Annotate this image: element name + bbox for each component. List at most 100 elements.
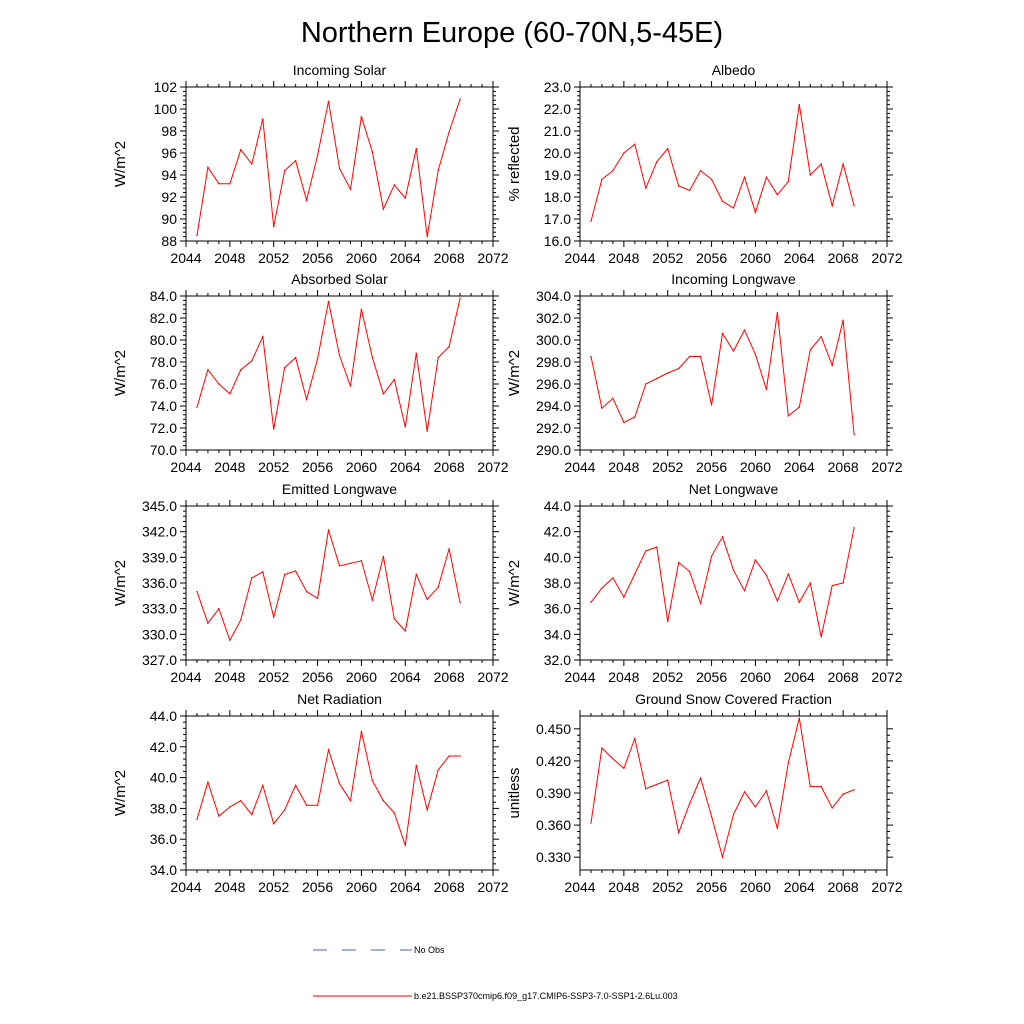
incoming-longwave-data-point	[798, 406, 800, 408]
albedo-data-point	[612, 169, 614, 172]
ground-snow-covered-fraction-data-point	[776, 827, 779, 829]
albedo-data-point	[776, 194, 779, 196]
absorbed-solar-ytick-label: 82.0	[150, 310, 177, 326]
incoming-solar-data-point	[294, 160, 297, 162]
panel-absorbed-solar: 2044 2048 2052 2056 2060 2064 2068 2072 70.0 72.0…	[112, 271, 509, 475]
incoming-solar-ytick-label: 94	[161, 167, 177, 183]
net-radiation-data-point	[448, 755, 450, 757]
ground-snow-covered-fraction-xtick-label: 2044	[564, 879, 595, 895]
incoming-longwave-data-point	[853, 433, 855, 436]
emitted-longwave-data-point	[415, 573, 417, 576]
albedo-series-line	[590, 104, 855, 222]
ground-snow-covered-fraction-xtick-label: 2056	[696, 879, 727, 895]
net-radiation-xtick-label: 2064	[390, 879, 421, 895]
incoming-longwave-data-point	[732, 350, 735, 352]
emitted-longwave-data-point	[382, 555, 385, 558]
albedo-data-point	[688, 189, 691, 192]
net-radiation-series-line	[196, 731, 461, 846]
incoming-solar-data-point	[338, 167, 341, 170]
incoming-longwave-ytick-label: 290.0	[536, 442, 571, 458]
net-radiation-xtick-label: 2056	[302, 879, 333, 895]
albedo-data-point	[710, 178, 713, 181]
absorbed-solar-xtick-label: 2072	[477, 459, 508, 475]
panels: 2044 2048 2052 2056 2060 2064 2068 2072 88 90 92 94…	[112, 62, 903, 895]
incoming-longwave-ylabel: W/m^2	[506, 350, 523, 396]
incoming-longwave-xtick-label: 2060	[740, 459, 771, 475]
emitted-longwave-ylabel: W/m^2	[112, 560, 129, 606]
albedo-ytick-label: 20.0	[544, 145, 571, 161]
incoming-longwave-xtick-label: 2068	[828, 459, 859, 475]
net-radiation-data-point	[349, 800, 352, 802]
incoming-solar-ylabel: W/m^2	[112, 141, 129, 187]
incoming-longwave-data-point	[667, 372, 669, 374]
absorbed-solar-data-point	[349, 385, 352, 387]
net-radiation-frame	[185, 715, 494, 871]
ground-snow-covered-fraction-data-point	[699, 777, 702, 779]
emitted-longwave-xtick-label: 2068	[434, 669, 465, 685]
ground-snow-covered-fraction-xtick-label: 2072	[871, 879, 902, 895]
absorbed-solar-ytick-label: 74.0	[150, 398, 177, 414]
albedo-ytick-label: 19.0	[544, 167, 571, 183]
emitted-longwave-data-point	[459, 601, 461, 604]
absorbed-solar-data-point	[207, 369, 209, 371]
incoming-longwave-frame	[579, 295, 888, 451]
net-longwave-ytick-label: 40.0	[544, 549, 571, 565]
absorbed-solar-data-point	[283, 366, 286, 369]
albedo-xtick-label: 2048	[608, 250, 639, 266]
net-longwave-data-point	[754, 559, 757, 561]
absorbed-solar-data-point	[459, 297, 461, 299]
albedo-xtick-label: 2052	[652, 250, 683, 266]
albedo-data-point	[732, 207, 735, 209]
net-radiation-data-point	[382, 800, 385, 802]
net-radiation-xtick-label: 2072	[477, 879, 508, 895]
ground-snow-covered-fraction-ytick-label: 0.330	[536, 849, 571, 865]
emitted-longwave-ytick-label: 336.0	[142, 575, 177, 591]
incoming-solar-data-point	[229, 183, 231, 185]
net-longwave-title: Net Longwave	[689, 481, 779, 497]
incoming-longwave-xtick-label: 2052	[652, 459, 683, 475]
albedo-data-point	[677, 185, 680, 187]
absorbed-solar-data-point	[382, 393, 385, 395]
net-radiation-data-point	[338, 783, 341, 785]
emitted-longwave-data-point	[316, 597, 319, 600]
absorbed-solar-ylabel: W/m^2	[112, 350, 129, 396]
net-radiation-data-point	[426, 809, 428, 811]
ground-snow-covered-fraction-data-point	[765, 790, 768, 792]
albedo-xtick-label: 2044	[564, 250, 595, 266]
albedo-data-point	[601, 178, 603, 181]
net-longwave-xtick-label: 2048	[608, 669, 639, 685]
incoming-solar-data-point	[448, 131, 450, 133]
incoming-solar-frame	[185, 86, 494, 242]
absorbed-solar-xtick-label: 2056	[302, 459, 333, 475]
albedo-data-point	[623, 152, 625, 154]
net-longwave-data-point	[765, 574, 768, 576]
net-radiation-data-point	[251, 813, 253, 816]
incoming-longwave-data-point	[590, 355, 592, 358]
panel-albedo: 2044 2048 2052 2056 2060 2064 2068 2072 16.0 17.0…	[506, 62, 903, 266]
absorbed-solar-xtick-label: 2064	[390, 459, 421, 475]
net-radiation-ytick-label: 38.0	[150, 800, 177, 816]
incoming-longwave-xtick-label: 2056	[696, 459, 727, 475]
incoming-solar-data-point	[240, 149, 242, 151]
absorbed-solar-title: Absorbed Solar	[291, 271, 388, 287]
albedo-xtick-label: 2072	[871, 250, 902, 266]
incoming-longwave-data-point	[787, 415, 790, 417]
emitted-longwave-data-point	[327, 529, 330, 531]
net-radiation-title: Net Radiation	[297, 691, 382, 707]
net-radiation-ytick-label: 36.0	[150, 831, 177, 847]
incoming-longwave-data-point	[656, 377, 658, 380]
incoming-longwave-data-point	[754, 353, 757, 355]
incoming-solar-xtick-label: 2056	[302, 250, 333, 266]
net-longwave-series-line	[590, 527, 855, 638]
net-longwave-data-point	[623, 596, 625, 598]
ground-snow-covered-fraction-data-point	[831, 807, 833, 809]
emitted-longwave-xtick-label: 2072	[477, 669, 508, 685]
net-radiation-ytick-label: 42.0	[150, 739, 177, 755]
emitted-longwave-data-point	[229, 639, 231, 642]
absorbed-solar-data-point	[262, 336, 264, 338]
albedo-xtick-label: 2068	[828, 250, 859, 266]
emitted-longwave-data-point	[262, 571, 264, 573]
incoming-longwave-data-point	[809, 349, 811, 351]
net-radiation-xtick-label: 2060	[346, 879, 377, 895]
albedo-xtick-label: 2056	[696, 250, 727, 266]
